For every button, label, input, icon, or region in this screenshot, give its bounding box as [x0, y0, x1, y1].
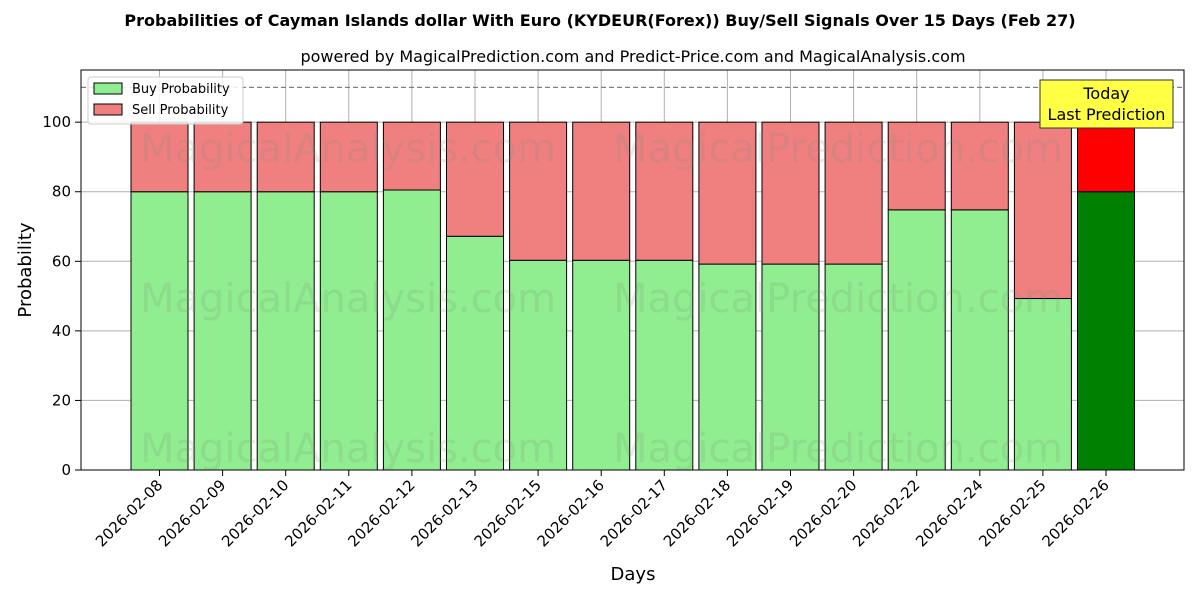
sell-bar: [950, 121, 1009, 211]
y-tick-label: 60: [52, 252, 71, 270]
chart-subtitle: powered by MagicalPrediction.com and Pre…: [300, 47, 965, 66]
y-tick-label: 20: [52, 391, 71, 409]
buy-bar: [446, 235, 504, 471]
x-tick-label: 2026-02-20: [786, 476, 860, 550]
x-tick-label: 2026-02-09: [155, 476, 229, 550]
buy-bar: [887, 209, 946, 471]
buy-bar: [635, 259, 694, 471]
annotation-box: [1039, 79, 1174, 129]
plot-frame: [80, 69, 1185, 471]
watermark-text: MagicalPrediction.com: [613, 126, 1063, 172]
y-tick-label: 100: [42, 113, 71, 131]
buy-bar: [382, 189, 441, 471]
x-tick-label: 2026-02-22: [849, 476, 923, 550]
y-axis: 0 20 40 60 80 100: [42, 113, 81, 479]
legend-label: Buy Probability: [132, 82, 230, 97]
buy-bar: [761, 263, 820, 471]
watermark-layer: MagicalAnalysis.com MagicalPrediction.com…: [140, 126, 1063, 472]
x-tick-label: 2026-02-24: [912, 476, 986, 550]
x-tick-label: 2026-02-13: [407, 476, 481, 550]
y-tick-label: 0: [61, 461, 71, 479]
x-tick-label: 2026-02-16: [534, 476, 608, 550]
y-tick-label: 80: [52, 183, 71, 201]
x-tick-label: 2026-02-08: [92, 476, 166, 550]
watermark-text: MagicalAnalysis.com: [140, 126, 556, 172]
watermark-text: MagicalAnalysis.com: [140, 426, 556, 472]
sell-bar: [382, 121, 441, 191]
x-axis-label: Days: [611, 564, 656, 585]
annotation-text: Last Prediction: [1048, 105, 1166, 124]
sell-bar: [319, 121, 378, 193]
buy-bar: [1077, 191, 1135, 471]
buy-bar: [509, 259, 568, 471]
x-tick-label: 2026-02-25: [975, 476, 1049, 550]
buy-bar: [256, 191, 315, 471]
sell-bar: [635, 121, 694, 261]
x-tick-label: 2026-02-11: [281, 476, 355, 550]
sell-bar: [572, 121, 631, 261]
buy-bar: [193, 191, 252, 471]
x-tick-label: 2026-02-19: [723, 476, 797, 550]
sell-bar: [824, 121, 883, 265]
buy-bar: [572, 259, 631, 471]
sell-bar: [1077, 121, 1135, 193]
legend-swatch: [93, 103, 123, 116]
y-axis-label: Probability: [15, 222, 36, 317]
legend-label: Sell Probability: [132, 103, 229, 118]
x-tick-label: 2026-02-17: [597, 476, 671, 550]
sell-bar: [698, 121, 757, 265]
bars-layer: [130, 121, 1135, 471]
legend-box: [87, 76, 244, 125]
x-tick-label: 2026-02-26: [1038, 476, 1112, 550]
x-tick-label: 2026-02-10: [218, 476, 292, 550]
watermark-text: MagicalAnalysis.com: [140, 276, 556, 322]
legend: Buy Probability Sell Probability: [87, 76, 244, 125]
buy-bar: [698, 263, 757, 471]
x-tick-label: 2026-02-18: [660, 476, 734, 550]
buy-bar: [824, 263, 883, 471]
y-tick-label: 40: [52, 322, 71, 340]
sell-bar: [446, 121, 504, 237]
today-annotation: Today Last Prediction: [1039, 79, 1174, 129]
x-tick-label: 2026-02-15: [471, 476, 545, 550]
sell-bar: [130, 121, 189, 193]
sell-bar: [509, 121, 568, 261]
sell-bar: [256, 121, 315, 193]
annotation-text: Today: [1082, 84, 1129, 103]
chart-title: Probabilities of Cayman Islands dollar W…: [124, 11, 1075, 30]
watermark-text: MagicalPrediction.com: [613, 426, 1063, 472]
sell-bar: [1013, 121, 1072, 300]
sell-bar: [887, 121, 946, 211]
x-axis: 2026-02-082026-02-092026-02-102026-02-11…: [92, 470, 1113, 550]
watermark-text: MagicalPrediction.com: [613, 276, 1063, 322]
x-tick-label: 2026-02-12: [344, 476, 418, 550]
legend-swatch: [93, 82, 123, 95]
buy-bar: [319, 191, 378, 471]
sell-bar: [761, 121, 820, 265]
